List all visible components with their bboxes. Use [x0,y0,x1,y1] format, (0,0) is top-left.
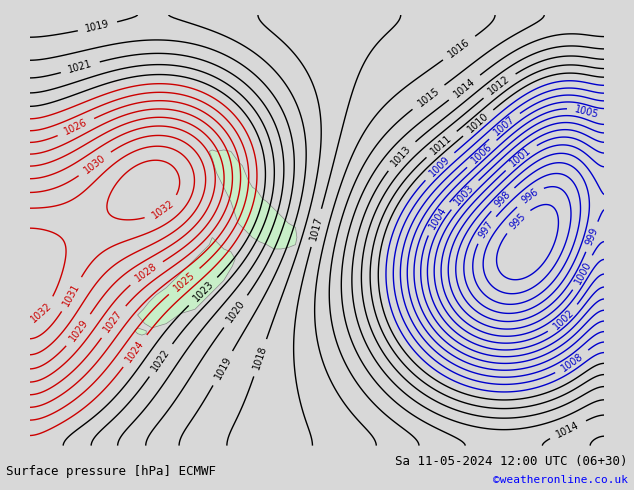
Text: 999: 999 [584,226,600,247]
Text: 997: 997 [477,219,495,240]
Text: 1016: 1016 [446,37,472,59]
Text: 1032: 1032 [29,301,54,324]
Text: 1026: 1026 [63,118,89,137]
Text: 995: 995 [508,211,527,231]
Text: 1007: 1007 [491,114,517,138]
Text: 1010: 1010 [465,111,491,135]
Text: 1028: 1028 [133,262,159,284]
Text: 1013: 1013 [389,143,413,168]
Text: Surface pressure [hPa] ECMWF: Surface pressure [hPa] ECMWF [6,465,216,478]
Text: 1009: 1009 [427,154,452,178]
Text: 1014: 1014 [452,76,477,99]
Text: 1019: 1019 [212,355,233,381]
Text: 1018: 1018 [252,344,269,371]
Text: 1008: 1008 [560,351,585,373]
Text: 1023: 1023 [191,279,216,304]
Text: 1027: 1027 [102,309,125,335]
Text: 1004: 1004 [427,205,448,231]
Text: 1014: 1014 [555,420,581,440]
Text: 1030: 1030 [82,152,107,175]
Text: ©weatheronline.co.uk: ©weatheronline.co.uk [493,475,628,485]
Text: 1017: 1017 [308,215,324,241]
Text: 1029: 1029 [67,318,90,343]
Text: 998: 998 [493,189,513,209]
Text: 1024: 1024 [124,338,146,364]
Text: 1000: 1000 [573,260,593,286]
Text: 1032: 1032 [150,198,176,220]
Polygon shape [138,238,235,328]
Text: 1031: 1031 [61,281,82,308]
Text: 1019: 1019 [84,19,110,34]
Text: 996: 996 [519,187,540,206]
Text: 1002: 1002 [552,307,576,331]
Text: 1012: 1012 [486,74,512,97]
Text: 1020: 1020 [224,298,247,324]
Text: 1011: 1011 [429,132,454,156]
Text: 1015: 1015 [416,86,441,109]
Text: 1001: 1001 [508,146,533,169]
Text: 1003: 1003 [453,182,477,207]
Text: Sa 11-05-2024 12:00 UTC (06+30): Sa 11-05-2024 12:00 UTC (06+30) [395,455,628,468]
Text: 1006: 1006 [469,142,494,166]
Text: 1022: 1022 [150,347,172,373]
Text: 1005: 1005 [574,104,600,120]
Polygon shape [134,328,146,335]
Text: 1025: 1025 [172,270,197,294]
Text: 1021: 1021 [67,59,93,75]
Polygon shape [209,150,297,249]
